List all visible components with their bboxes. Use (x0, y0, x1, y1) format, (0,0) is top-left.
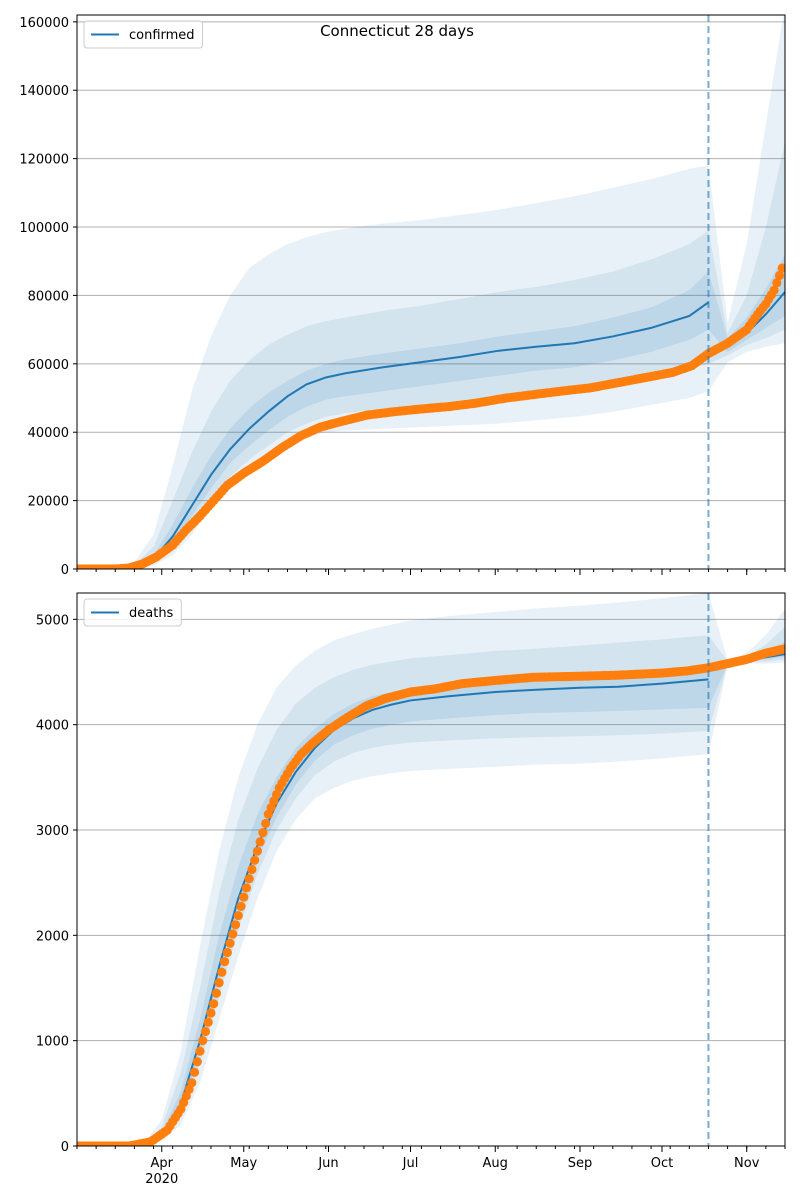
observed-point (198, 1036, 208, 1046)
y-tick-label: 2000 (36, 929, 69, 944)
deaths-panel: 0 1000 2000 3000 4000 5000 Apr May Jun Jul Aug Sep O… (36, 592, 786, 1187)
y-tick-label: 60000 (28, 358, 69, 373)
x-tick-label: Jul (402, 1156, 419, 1171)
observed-point (780, 644, 785, 654)
observed-point (236, 901, 246, 911)
x-tick-label: Aug (483, 1156, 508, 1171)
observed-point (255, 837, 265, 847)
observed-point (252, 846, 263, 856)
y-tick-label: 3000 (36, 824, 69, 839)
legend-box (83, 598, 182, 627)
y-tick-label: 160000 (19, 16, 69, 31)
y-tick-label: 140000 (19, 84, 69, 99)
legend-label: deaths (129, 606, 174, 621)
observed-point (239, 892, 249, 902)
legend-label: confirmed (129, 28, 195, 43)
y-tick-label: 120000 (19, 153, 69, 168)
observed-point (195, 1046, 205, 1056)
uncertainty-band-mid (77, 141, 785, 569)
observed-point (258, 828, 268, 838)
x-tick-label: Sep (568, 1156, 593, 1171)
observed-point (769, 285, 779, 295)
observed-point (220, 957, 230, 967)
uncertainty-band-outer (77, 15, 785, 569)
observed-point (230, 920, 241, 930)
observed-point (211, 988, 222, 998)
x-tick-label: May (230, 1156, 257, 1171)
observed-point (774, 270, 785, 281)
observed-point (187, 1078, 197, 1088)
figure-title: Connecticut 28 days (320, 22, 474, 40)
legend: confirmed (83, 20, 204, 49)
plot-frame (76, 14, 786, 570)
y-tick-label: 100000 (19, 221, 69, 236)
y-tick-label: 0 (61, 563, 69, 578)
observed-point (203, 1017, 213, 1027)
observed-point (244, 874, 254, 884)
x-tick-label: Jun (317, 1156, 338, 1171)
legend: deaths (83, 598, 182, 627)
observed-point (241, 883, 252, 893)
observed-point (228, 929, 238, 939)
legend-box (83, 20, 204, 49)
plot-area (77, 15, 785, 569)
observed-point (189, 1067, 200, 1077)
observed-point (217, 967, 227, 977)
y-tick-label: 80000 (28, 289, 69, 304)
x-year-label: 2020 (145, 1172, 178, 1187)
observed-point (214, 978, 224, 988)
observed-point (200, 1026, 211, 1037)
x-tick-label: Nov (734, 1156, 760, 1171)
observed-point (233, 910, 243, 921)
observed-point (250, 855, 260, 865)
y-tick-label: 1000 (36, 1035, 69, 1050)
uncertainty-band-mid (77, 626, 785, 1146)
uncertainty-band-inner (77, 641, 785, 1146)
model-line-fit (77, 301, 710, 569)
plot-frame (76, 592, 786, 1147)
observed-point (247, 864, 257, 875)
y-tick-label: 4000 (36, 719, 69, 734)
y-tick-label: 5000 (36, 613, 69, 628)
x-tick-label: Oct (651, 1156, 673, 1171)
plot-area (77, 593, 785, 1146)
observed-point (209, 999, 219, 1009)
confirmed-panel: 0 20000 40000 60000 80000 100000 120000 140000 1… (19, 14, 786, 578)
uncertainty-band-inner (77, 254, 785, 569)
observed-point (206, 1008, 216, 1018)
uncertainty-band-outer (77, 593, 785, 1146)
observed-point (261, 818, 271, 829)
observed-point (192, 1057, 202, 1067)
y-tick-label: 20000 (28, 495, 69, 510)
observed-point (222, 947, 232, 958)
x-tick-label: Apr (150, 1156, 173, 1171)
y-tick-label: 40000 (28, 426, 69, 441)
observed-point (225, 938, 235, 948)
y-tick-label: 0 (61, 1140, 69, 1155)
observed-point (772, 278, 782, 288)
observed-point (777, 263, 785, 273)
